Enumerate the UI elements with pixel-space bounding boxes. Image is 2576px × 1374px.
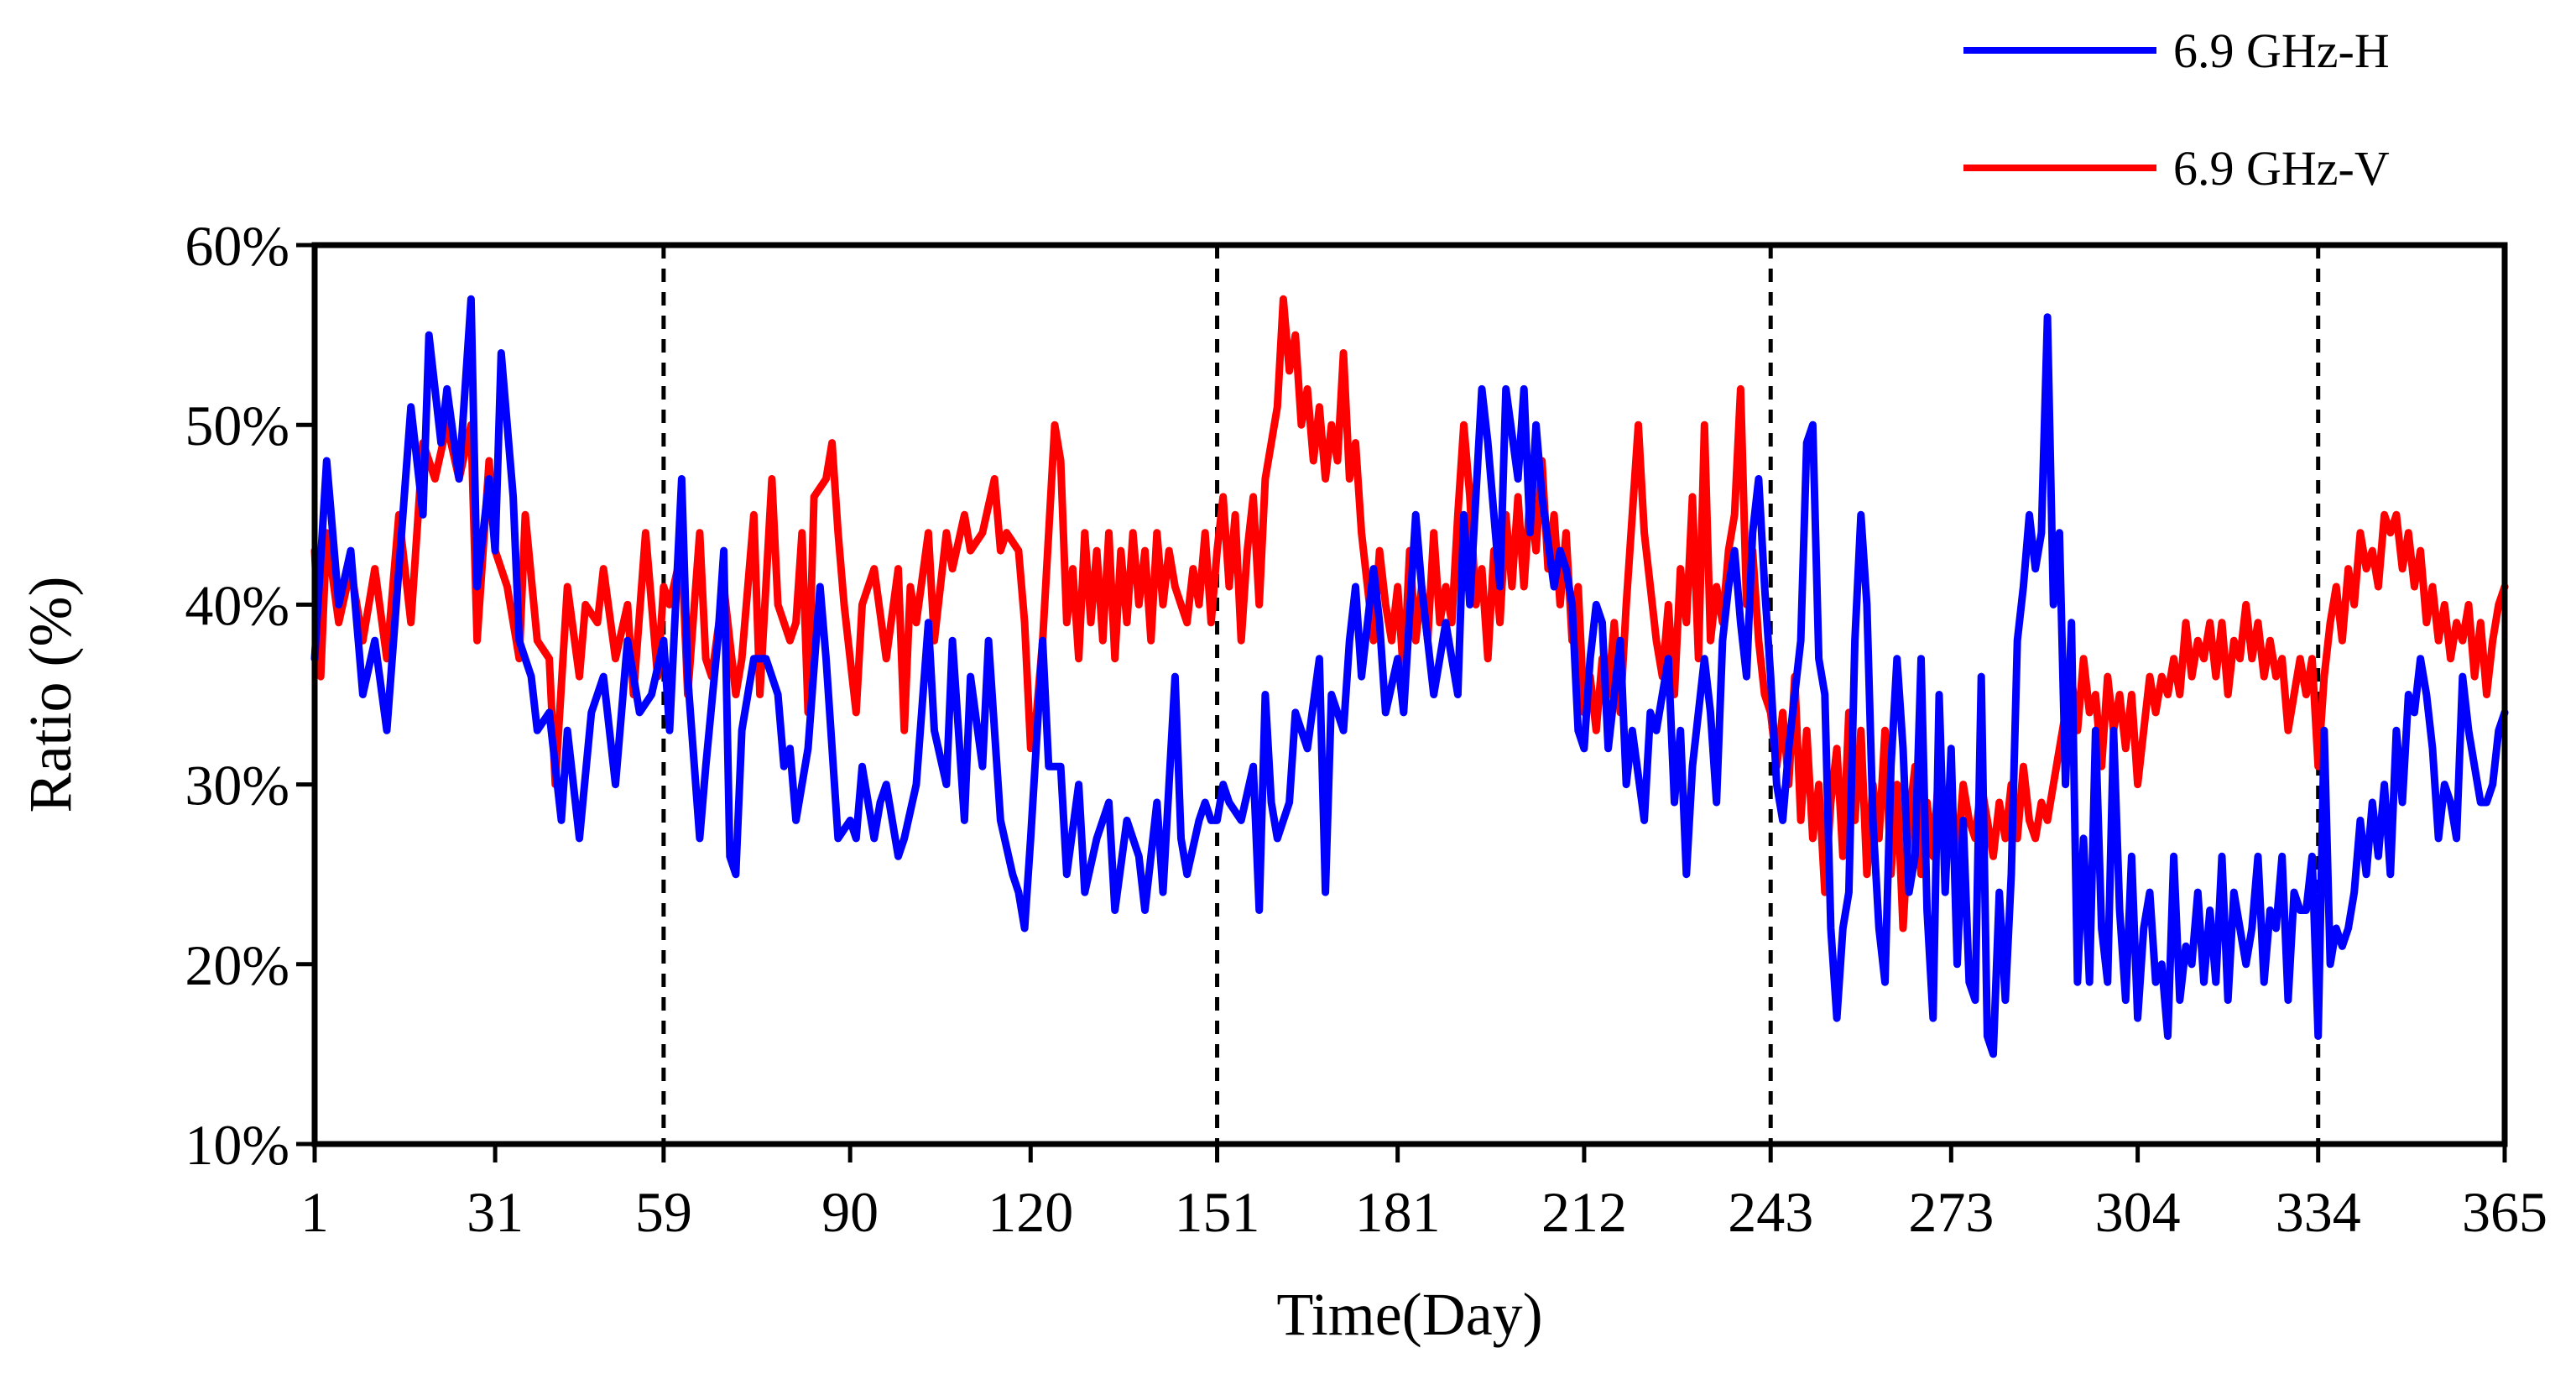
y-axis-title: Ratio (%)	[17, 577, 84, 813]
x-tick-label: 273	[1908, 1180, 1994, 1244]
series-line-6-9-ghz-v	[310, 295, 2509, 933]
legend: 6.9 GHz-H 6.9 GHz-V	[1963, 24, 2390, 196]
y-tick-label: 50%	[185, 394, 289, 457]
x-tick-label: 90	[821, 1180, 879, 1244]
series-layer	[310, 295, 2509, 1058]
y-tick-label: 60%	[185, 214, 289, 278]
x-tick-label: 334	[2276, 1180, 2361, 1244]
x-tick-label: 1	[300, 1180, 329, 1244]
y-tick-label: 10%	[185, 1113, 289, 1177]
legend-label: 6.9 GHz-H	[2173, 24, 2390, 78]
y-tick-label: 40%	[185, 573, 289, 637]
x-tick-label: 181	[1355, 1180, 1441, 1244]
plot-frame	[311, 242, 2508, 1147]
y-tick-label: 30%	[185, 754, 289, 818]
x-tick-label: 151	[1175, 1180, 1260, 1244]
x-tick-label: 120	[988, 1180, 1073, 1244]
x-tick-label: 243	[1728, 1180, 1813, 1244]
x-tick-label: 59	[635, 1180, 692, 1244]
tick-layer: 1 31 59 90 120 151 181 212 243 273 304 334 365 10% 20%…	[185, 214, 2547, 1244]
x-axis-title: Time(Day)	[1276, 1281, 1542, 1348]
x-tick-label: 365	[2462, 1180, 2547, 1244]
legend-label: 6.9 GHz-V	[2173, 141, 2390, 196]
series-line-6-9-ghz-h	[310, 295, 2509, 1058]
x-tick-label: 304	[2095, 1180, 2181, 1244]
y-tick-label: 20%	[185, 933, 289, 997]
x-tick-label: 212	[1541, 1180, 1627, 1244]
x-tick-label: 31	[467, 1180, 524, 1244]
